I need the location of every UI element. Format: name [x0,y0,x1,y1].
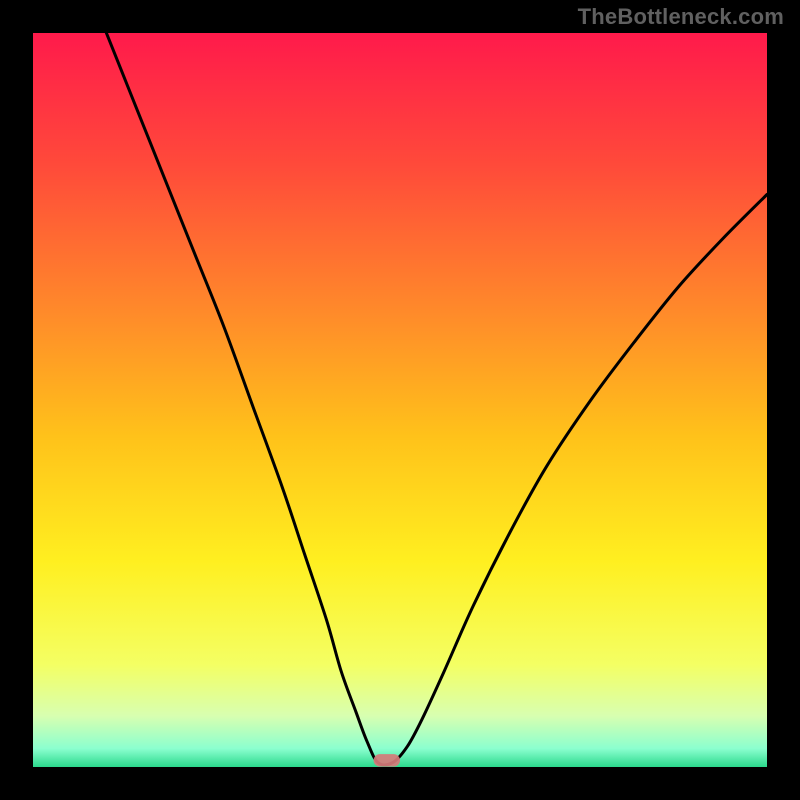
watermark-text: TheBottleneck.com [578,4,784,30]
plot-background [33,33,767,767]
bottleneck-plot [33,33,767,767]
chart-root: TheBottleneck.com [0,0,800,800]
min-marker [374,754,400,766]
